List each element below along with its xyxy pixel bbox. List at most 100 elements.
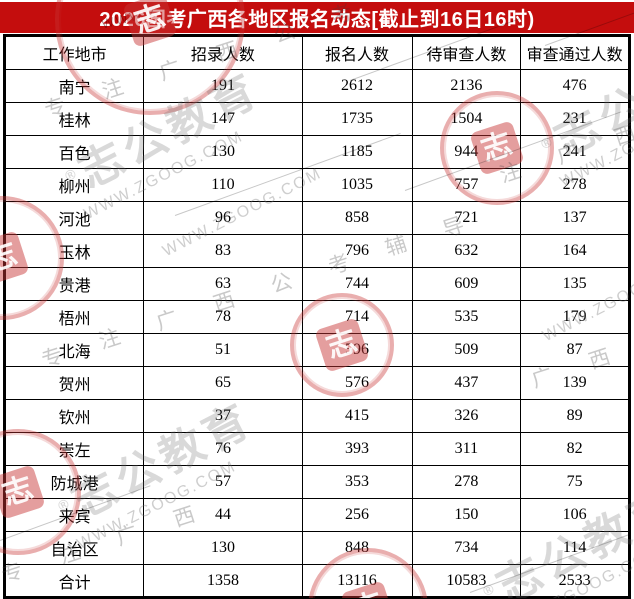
value-cell: 714 <box>301 300 413 334</box>
value-cell: 415 <box>301 399 413 433</box>
value-cell: 76 <box>143 432 303 466</box>
value-cell: 164 <box>520 234 630 268</box>
value-cell: 130 <box>143 531 303 565</box>
value-cell: 278 <box>520 168 630 202</box>
value-cell: 596 <box>301 333 413 367</box>
value-cell: 1185 <box>301 135 413 169</box>
value-cell: 82 <box>520 432 630 466</box>
table-row: 北海 51 596 509 87 <box>3 333 630 367</box>
region-cell: 钦州 <box>3 399 145 433</box>
value-cell: 114 <box>520 531 630 565</box>
value-cell: 150 <box>411 498 522 532</box>
header-cell-applied: 报名人数 <box>301 35 413 70</box>
region-cell: 桂林 <box>3 102 145 136</box>
region-cell: 贵港 <box>3 267 145 301</box>
value-cell: 110 <box>143 168 303 202</box>
value-cell: 744 <box>301 267 413 301</box>
region-cell: 河池 <box>3 201 145 235</box>
value-cell: 476 <box>520 69 630 103</box>
header-row: 工作地市 招录人数 报名人数 待审查人数 审查通过人数 <box>3 35 630 70</box>
value-cell: 256 <box>301 498 413 532</box>
table-body: 南宁 191 2612 2136 476 桂林 147 1735 1504 231 百色 130 118… <box>3 69 630 598</box>
value-cell: 1735 <box>301 102 413 136</box>
header-cell-recruit: 招录人数 <box>143 35 303 70</box>
table-header: 工作地市 招录人数 报名人数 待审查人数 审查通过人数 <box>3 35 630 70</box>
value-cell: 353 <box>301 465 413 499</box>
value-cell: 89 <box>520 399 630 433</box>
region-cell: 柳州 <box>3 168 145 202</box>
value-cell: 311 <box>411 432 522 466</box>
value-cell: 231 <box>520 102 630 136</box>
table-row: 自治区 130 848 734 114 <box>3 531 630 565</box>
value-cell: 437 <box>411 366 522 400</box>
table-row: 防城港 57 353 278 75 <box>3 465 630 499</box>
title-bar: 2026国考广西各地区报名动态[截止到16日16时) <box>0 2 634 33</box>
region-cell: 自治区 <box>3 531 145 565</box>
value-cell: 721 <box>411 201 522 235</box>
page-title: 2026国考广西各地区报名动态[截止到16日16时) <box>99 9 535 31</box>
registration-table: 工作地市 招录人数 报名人数 待审查人数 审查通过人数 南宁 191 2612 213… <box>3 34 631 599</box>
value-cell: 535 <box>411 300 522 334</box>
value-cell: 241 <box>520 135 630 169</box>
table-row: 贺州 65 576 437 139 <box>3 366 630 400</box>
value-cell: 326 <box>411 399 522 433</box>
value-cell: 139 <box>520 366 630 400</box>
value-cell: 13116 <box>301 564 413 598</box>
table-row: 梧州 78 714 535 179 <box>3 300 630 334</box>
value-cell: 57 <box>143 465 303 499</box>
table-row: 桂林 147 1735 1504 231 <box>3 102 630 136</box>
value-cell: 858 <box>301 201 413 235</box>
value-cell: 44 <box>143 498 303 532</box>
value-cell: 96 <box>143 201 303 235</box>
value-cell: 757 <box>411 168 522 202</box>
value-cell: 137 <box>520 201 630 235</box>
value-cell: 78 <box>143 300 303 334</box>
table-row: 来宾 44 256 150 106 <box>3 498 630 532</box>
value-cell: 63 <box>143 267 303 301</box>
value-cell: 944 <box>411 135 522 169</box>
value-cell: 51 <box>143 333 303 367</box>
region-cell: 玉林 <box>3 234 145 268</box>
value-cell: 1358 <box>143 564 303 598</box>
value-cell: 509 <box>411 333 522 367</box>
table-row: 南宁 191 2612 2136 476 <box>3 69 630 103</box>
value-cell: 1504 <box>411 102 522 136</box>
region-cell: 崇左 <box>3 432 145 466</box>
region-cell: 北海 <box>3 333 145 367</box>
value-cell: 65 <box>143 366 303 400</box>
table-row: 玉林 83 796 632 164 <box>3 234 630 268</box>
value-cell: 37 <box>143 399 303 433</box>
header-cell-pending: 待审查人数 <box>411 35 522 70</box>
value-cell: 106 <box>520 498 630 532</box>
table-row: 合计 1358 13116 10583 2533 <box>3 564 630 598</box>
value-cell: 147 <box>143 102 303 136</box>
value-cell: 393 <box>301 432 413 466</box>
value-cell: 1035 <box>301 168 413 202</box>
table-row: 钦州 37 415 326 89 <box>3 399 630 433</box>
value-cell: 135 <box>520 267 630 301</box>
value-cell: 609 <box>411 267 522 301</box>
region-cell: 梧州 <box>3 300 145 334</box>
value-cell: 2533 <box>520 564 630 598</box>
value-cell: 796 <box>301 234 413 268</box>
value-cell: 83 <box>143 234 303 268</box>
value-cell: 10583 <box>411 564 522 598</box>
value-cell: 130 <box>143 135 303 169</box>
region-cell: 合计 <box>3 564 145 598</box>
table-row: 柳州 110 1035 757 278 <box>3 168 630 202</box>
value-cell: 632 <box>411 234 522 268</box>
table-row: 河池 96 858 721 137 <box>3 201 630 235</box>
value-cell: 179 <box>520 300 630 334</box>
value-cell: 75 <box>520 465 630 499</box>
region-cell: 贺州 <box>3 366 145 400</box>
value-cell: 576 <box>301 366 413 400</box>
header-cell-region: 工作地市 <box>3 35 145 70</box>
value-cell: 278 <box>411 465 522 499</box>
table-row: 贵港 63 744 609 135 <box>3 267 630 301</box>
value-cell: 2136 <box>411 69 522 103</box>
table-row: 百色 130 1185 944 241 <box>3 135 630 169</box>
value-cell: 734 <box>411 531 522 565</box>
region-cell: 来宾 <box>3 498 145 532</box>
value-cell: 848 <box>301 531 413 565</box>
value-cell: 87 <box>520 333 630 367</box>
